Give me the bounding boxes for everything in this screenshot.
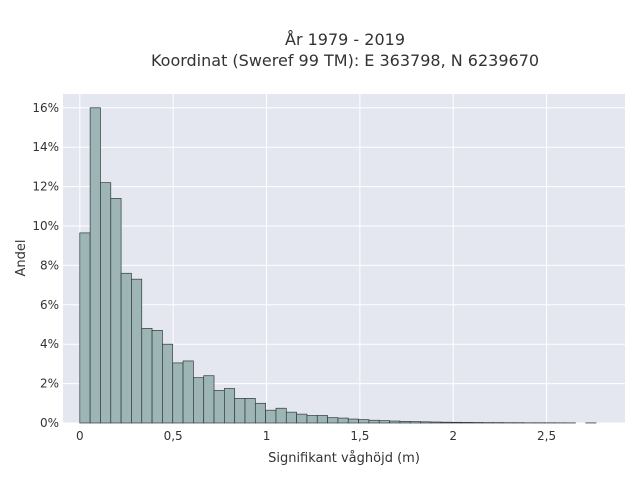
- histogram-bar: [306, 415, 318, 424]
- x-tick-label: 2: [449, 429, 457, 443]
- x-tick-label: 0: [76, 429, 84, 443]
- y-tick-label: 14%: [32, 140, 59, 154]
- y-tick-label: 10%: [32, 219, 59, 233]
- y-tick-label: 8%: [40, 258, 59, 272]
- histogram-bar: [399, 421, 411, 424]
- y-axis-label: Andel: [14, 240, 29, 277]
- chart-title-line-2: Koordinat (Sweref 99 TM): E 363798, N 62…: [151, 51, 539, 70]
- histogram-bar: [182, 360, 194, 424]
- histogram-bar: [378, 420, 390, 424]
- y-tick-label: 0%: [40, 416, 59, 430]
- histogram-bar: [244, 398, 256, 424]
- y-tick-label: 2%: [40, 377, 59, 391]
- y-tick-label: 4%: [40, 337, 59, 351]
- histogram-bar: [327, 417, 339, 424]
- histogram-bar: [347, 418, 359, 424]
- histogram-bar: [172, 362, 184, 424]
- histogram-bar: [440, 421, 452, 424]
- y-tick-label: 6%: [40, 298, 59, 312]
- y-tick-label: 12%: [32, 180, 59, 194]
- histogram-bar: [162, 343, 174, 424]
- x-tick-label: 1: [263, 429, 271, 443]
- x-axis-label: Signifikant våghöjd (m): [268, 451, 420, 466]
- histogram-bar: [203, 375, 215, 424]
- histogram-bar: [254, 402, 267, 424]
- histogram-bar: [409, 421, 421, 424]
- histogram-bar: [131, 278, 143, 424]
- histogram-bar: [285, 411, 297, 424]
- histogram-bar: [461, 422, 473, 424]
- y-axis-ticks: 0% 2% 4% 6% 8% 10% 12% 14% 16%: [32, 101, 59, 430]
- histogram-bar: [151, 330, 163, 424]
- histogram-bar: [100, 182, 112, 424]
- histogram-bar: [358, 419, 370, 424]
- histogram-bar: [265, 409, 277, 424]
- histogram-bar: [451, 421, 463, 424]
- histogram-bar: [389, 420, 401, 424]
- histogram-bar: [420, 421, 432, 424]
- histogram-bar: [368, 419, 380, 424]
- histogram-bar: [120, 272, 132, 424]
- histogram-bar: [110, 198, 122, 424]
- x-tick-label: 0,5: [164, 429, 183, 443]
- histogram-bar: [213, 390, 225, 424]
- histogram-bar: [296, 413, 308, 424]
- x-tick-label: 1,5: [350, 429, 369, 443]
- histogram-bar: [234, 398, 246, 424]
- histogram-bar: [316, 415, 328, 424]
- histogram-bar: [193, 377, 205, 424]
- y-tick-label: 16%: [32, 101, 59, 115]
- x-axis-ticks: 0 0,5 1 1,5 2 2,5: [76, 429, 556, 443]
- x-tick-label: 2,5: [537, 429, 556, 443]
- histogram-bar: [141, 328, 153, 424]
- histogram-bar: [224, 388, 236, 424]
- bars: [79, 107, 597, 424]
- histogram-bar: [89, 107, 101, 424]
- histogram-bar: [275, 407, 287, 424]
- histogram-bar: [337, 417, 349, 424]
- histogram-bar: [430, 421, 442, 424]
- histogram-bar: [79, 232, 91, 424]
- chart-title-line-1: År 1979 - 2019: [285, 30, 405, 49]
